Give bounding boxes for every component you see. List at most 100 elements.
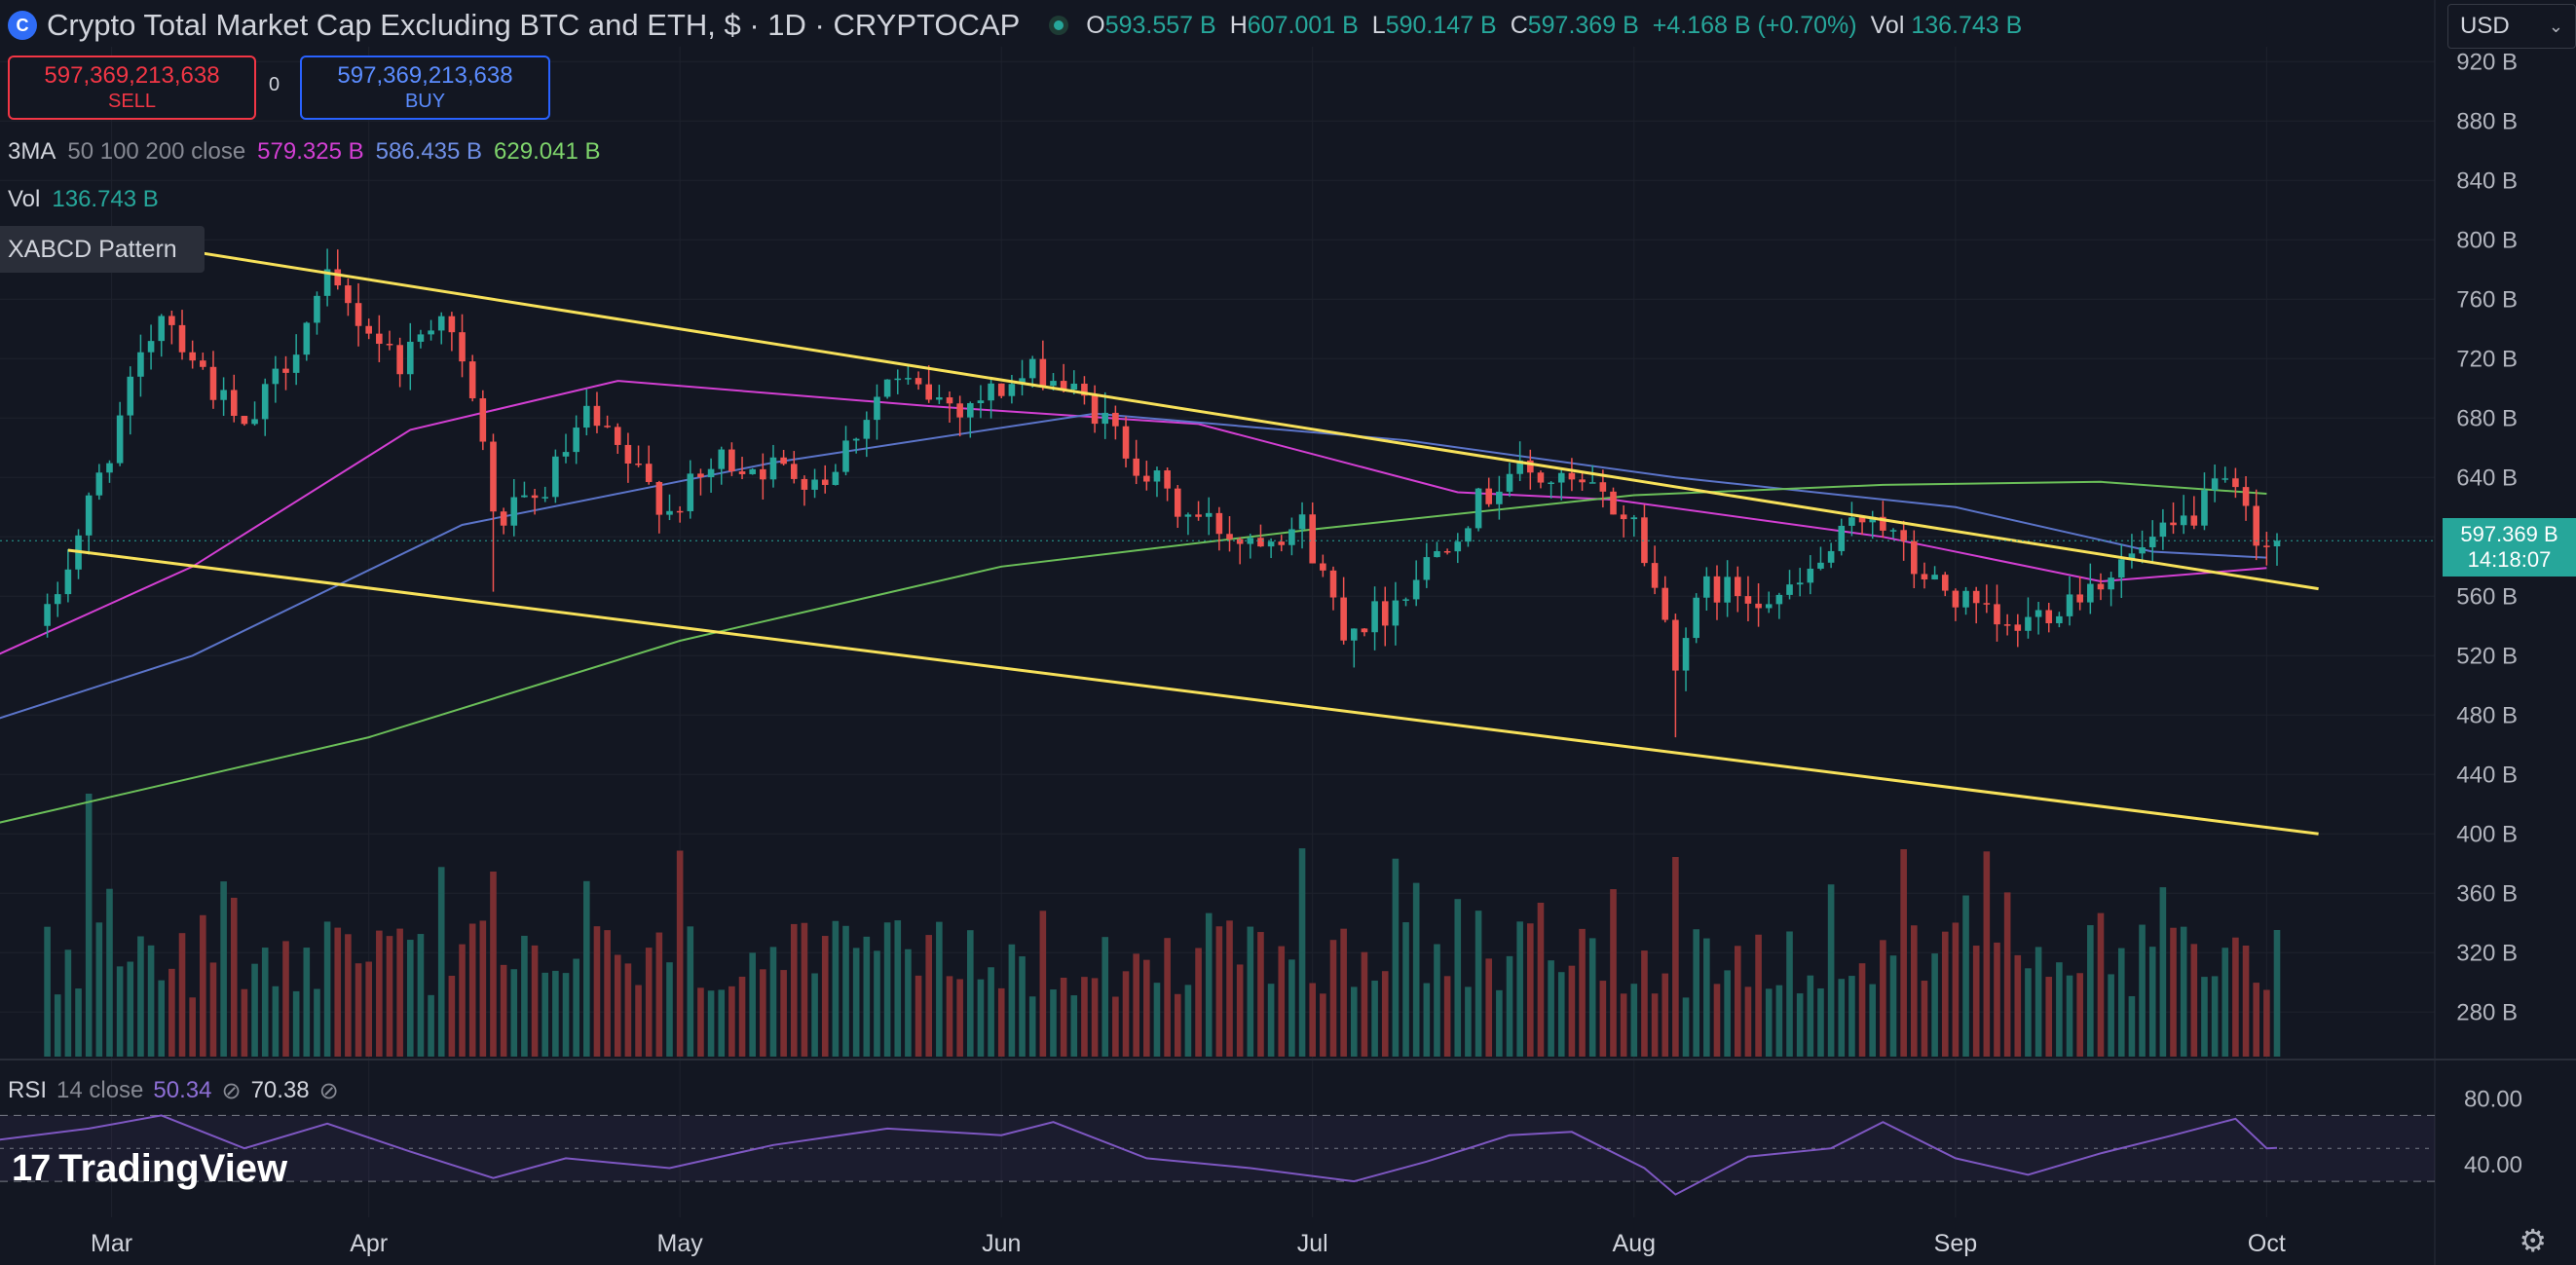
candle-body xyxy=(655,481,663,515)
candle-body xyxy=(573,428,579,453)
spread-value: 0 xyxy=(269,74,280,95)
candle-body xyxy=(531,495,539,499)
candle-body xyxy=(200,360,206,367)
candle-body xyxy=(2066,594,2073,616)
market-status-icon[interactable] xyxy=(1049,16,1069,35)
candle-body xyxy=(2201,490,2208,526)
sell-button[interactable]: 597,369,213,638 SELL xyxy=(8,56,256,120)
candle-body xyxy=(2076,594,2083,603)
candle-body xyxy=(1298,514,1306,530)
tradingview-watermark[interactable]: 17 TradingView xyxy=(12,1147,287,1191)
x-tick-label: Mar xyxy=(91,1230,132,1257)
volume-bar xyxy=(977,979,985,1057)
gear-icon[interactable]: ⚙ xyxy=(2519,1223,2547,1258)
volume-bar xyxy=(2003,892,2011,1057)
buy-button[interactable]: 597,369,213,638 BUY xyxy=(300,56,550,120)
candle-body xyxy=(2180,515,2187,526)
ma200-line xyxy=(0,480,2267,824)
vol-value: 136.743 B xyxy=(52,186,159,212)
volume-bar xyxy=(1817,987,1824,1057)
currency-select[interactable]: USD ⌄ xyxy=(2447,4,2576,49)
xabcd-pattern-label[interactable]: XABCD Pattern xyxy=(0,226,205,273)
candle-body xyxy=(1983,603,1991,605)
candle-body xyxy=(282,368,289,373)
candle-body xyxy=(209,366,217,400)
vol-label: Vol xyxy=(8,186,41,212)
volume-bar xyxy=(116,966,124,1057)
ohlc-close: C597.369 B xyxy=(1510,11,1639,39)
volume-legend[interactable]: Vol 136.743 B xyxy=(8,186,159,213)
volume-bar xyxy=(1693,929,1699,1057)
candle-body xyxy=(635,464,642,465)
volume-bar xyxy=(1941,931,1949,1057)
volume-bar xyxy=(1889,955,1897,1057)
x-tick-label: Jul xyxy=(1297,1230,1328,1257)
volume-bar xyxy=(936,921,943,1057)
candle-body xyxy=(1101,412,1109,425)
candle-body xyxy=(396,345,403,375)
candle-body xyxy=(417,334,425,342)
volume-bar xyxy=(106,888,113,1057)
candle-body xyxy=(95,472,103,496)
candle-body xyxy=(676,510,684,513)
volume-bar xyxy=(1402,922,1409,1057)
y-tick-label: 400 B xyxy=(2456,821,2518,847)
candle-body xyxy=(1257,538,1264,547)
candle-body xyxy=(1309,514,1316,564)
symbol-title[interactable]: Crypto Total Market Cap Excluding BTC an… xyxy=(47,8,1021,42)
candle-body xyxy=(760,468,766,480)
ma-legend[interactable]: 3MA 50 100 200 close 579.325 B 586.435 B… xyxy=(8,138,600,166)
candle-body xyxy=(158,316,166,342)
volume-bar xyxy=(905,949,912,1057)
volume-bar xyxy=(189,997,196,1057)
volume-bar xyxy=(396,928,403,1057)
volume-bar xyxy=(2221,948,2229,1057)
candle-body xyxy=(1195,514,1202,517)
candle-body xyxy=(1661,587,1669,620)
rsi-legend[interactable]: RSI 14 close 50.34 ⊘ 70.38 ⊘ xyxy=(8,1077,339,1105)
volume-bar xyxy=(1008,944,1016,1057)
volume-bar xyxy=(1911,925,1918,1057)
candle-body xyxy=(314,295,320,323)
candle-body xyxy=(1703,576,1710,598)
candle-body xyxy=(562,452,570,457)
candle-body xyxy=(1081,383,1088,396)
candle-body xyxy=(54,594,61,605)
candle-body xyxy=(1693,597,1699,639)
volume-bar xyxy=(1381,971,1389,1057)
sell-label: SELL xyxy=(108,91,156,112)
volume-bar xyxy=(406,940,414,1057)
ma100-line xyxy=(0,412,2267,720)
volume-bar xyxy=(2045,977,2053,1057)
volume-bar xyxy=(2180,926,2187,1057)
candle-body xyxy=(1329,570,1337,598)
volume-bar xyxy=(604,930,611,1057)
volume-bar xyxy=(1081,977,1088,1057)
candle-body xyxy=(1724,577,1731,603)
volume-bar xyxy=(1661,973,1669,1057)
y-tick-label: 520 B xyxy=(2456,643,2518,669)
y-tick-label: 640 B xyxy=(2456,465,2518,491)
volume-bar xyxy=(1392,858,1400,1057)
cryptocap-logo-icon: C xyxy=(8,11,37,40)
volume-bar xyxy=(365,961,372,1057)
ma50-line xyxy=(0,380,2267,655)
candle-body xyxy=(874,396,880,421)
candle-body xyxy=(624,444,632,465)
candle-body xyxy=(666,510,673,515)
candle-body xyxy=(1288,529,1295,545)
volume-bar xyxy=(821,936,829,1057)
volume-bar xyxy=(874,950,880,1057)
candle-body xyxy=(303,322,311,355)
candle-body xyxy=(1236,539,1244,544)
candle-body xyxy=(1734,577,1741,597)
x-tick-label: Aug xyxy=(1613,1230,1656,1257)
candle-body xyxy=(1215,512,1223,535)
volume-bar xyxy=(1423,983,1431,1057)
volume-bar xyxy=(967,930,974,1057)
volume-bar xyxy=(614,954,621,1057)
candle-body xyxy=(1412,579,1420,600)
volume-bar xyxy=(988,967,994,1057)
